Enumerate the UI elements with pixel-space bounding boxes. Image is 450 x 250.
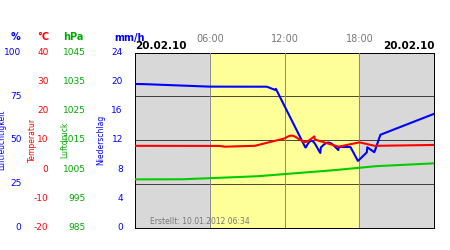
Text: 16: 16	[111, 106, 123, 115]
Bar	[210, 52, 360, 228]
Text: 0: 0	[117, 223, 123, 232]
Text: -20: -20	[34, 223, 49, 232]
Text: 40: 40	[37, 48, 49, 57]
Text: 1045: 1045	[63, 48, 86, 57]
Text: 100: 100	[4, 48, 22, 57]
Bar	[360, 52, 434, 228]
Text: Luftfeuchtigkeit: Luftfeuchtigkeit	[0, 110, 7, 170]
Text: 20: 20	[37, 106, 49, 115]
Text: 24: 24	[112, 48, 123, 57]
Text: 985: 985	[68, 223, 86, 232]
Text: 25: 25	[10, 179, 22, 188]
Text: 30: 30	[37, 77, 49, 86]
Text: 12: 12	[112, 136, 123, 144]
Text: 1015: 1015	[63, 136, 86, 144]
Text: 1035: 1035	[63, 77, 86, 86]
Text: 4: 4	[117, 194, 123, 203]
Text: hPa: hPa	[63, 32, 83, 42]
Text: Temperatur: Temperatur	[28, 118, 37, 162]
Text: Niederschlag: Niederschlag	[97, 115, 106, 165]
Text: 10: 10	[37, 136, 49, 144]
Text: 20: 20	[112, 77, 123, 86]
Text: 06:00: 06:00	[196, 34, 224, 44]
Text: Luftdruck: Luftdruck	[61, 122, 70, 158]
Text: 20.02.10: 20.02.10	[383, 41, 434, 51]
Text: 50: 50	[10, 136, 22, 144]
Text: 8: 8	[117, 165, 123, 174]
Text: %: %	[10, 32, 20, 42]
Text: 995: 995	[68, 194, 86, 203]
Text: 12:00: 12:00	[271, 34, 298, 44]
Text: 20.02.10: 20.02.10	[135, 41, 186, 51]
Text: 0: 0	[16, 223, 22, 232]
Text: 0: 0	[43, 165, 49, 174]
Text: 1025: 1025	[63, 106, 86, 115]
Text: 1005: 1005	[63, 165, 86, 174]
Text: Erstellt: 10.01.2012 06:34: Erstellt: 10.01.2012 06:34	[150, 217, 250, 226]
Text: mm/h: mm/h	[114, 32, 144, 42]
Text: -10: -10	[34, 194, 49, 203]
Bar	[135, 52, 210, 228]
Text: 75: 75	[10, 92, 22, 101]
Text: °C: °C	[37, 32, 50, 42]
Text: 18:00: 18:00	[346, 34, 374, 44]
